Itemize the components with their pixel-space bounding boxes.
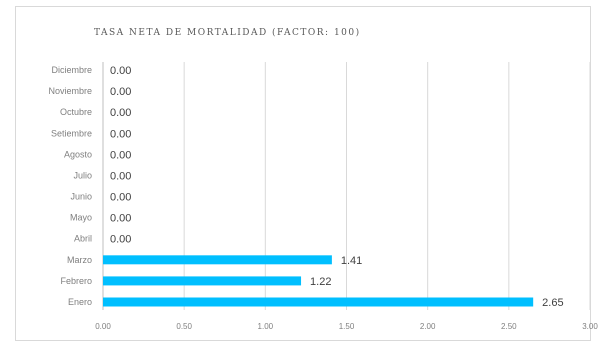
category-label: Agosto xyxy=(64,149,92,159)
bar xyxy=(103,276,302,286)
x-tick-label: 0.50 xyxy=(176,322,192,331)
bar xyxy=(103,255,332,265)
category-label: Enero xyxy=(68,297,92,307)
category-label: Abril xyxy=(74,234,92,244)
category-label: Junio xyxy=(70,192,92,202)
data-label: 0.00 xyxy=(110,86,131,98)
data-label: 1.41 xyxy=(341,255,362,267)
category-label: Octubre xyxy=(60,107,92,117)
data-label: 0.00 xyxy=(110,149,131,161)
category-label: Noviembre xyxy=(48,86,92,96)
category-label: Setiembre xyxy=(51,128,92,138)
x-tick-label: 2.00 xyxy=(420,322,436,331)
data-label: 0.00 xyxy=(110,213,131,225)
x-tick-label: 3.00 xyxy=(582,322,598,331)
x-tick-label: 1.00 xyxy=(258,322,274,331)
category-label: Febrero xyxy=(60,276,92,286)
category-label: Julio xyxy=(73,170,92,180)
data-label: 2.65 xyxy=(542,297,563,309)
data-label: 0.00 xyxy=(110,234,131,246)
data-label: 0.00 xyxy=(110,65,131,77)
x-tick-label: 2.50 xyxy=(501,322,517,331)
data-label: 0.00 xyxy=(110,170,131,182)
category-label: Marzo xyxy=(67,255,92,265)
x-tick-label: 0.00 xyxy=(95,322,111,331)
bar xyxy=(103,297,534,307)
data-label: 0.00 xyxy=(110,107,131,119)
chart-title: TASA NETA DE MORTALIDAD (FACTOR: 100) xyxy=(94,28,361,38)
data-label: 0.00 xyxy=(110,192,131,204)
data-label: 0.00 xyxy=(110,128,131,140)
category-label: Mayo xyxy=(70,213,92,223)
category-label: Diciembre xyxy=(51,65,92,75)
x-tick-label: 1.50 xyxy=(339,322,355,331)
data-label: 1.22 xyxy=(310,276,331,288)
